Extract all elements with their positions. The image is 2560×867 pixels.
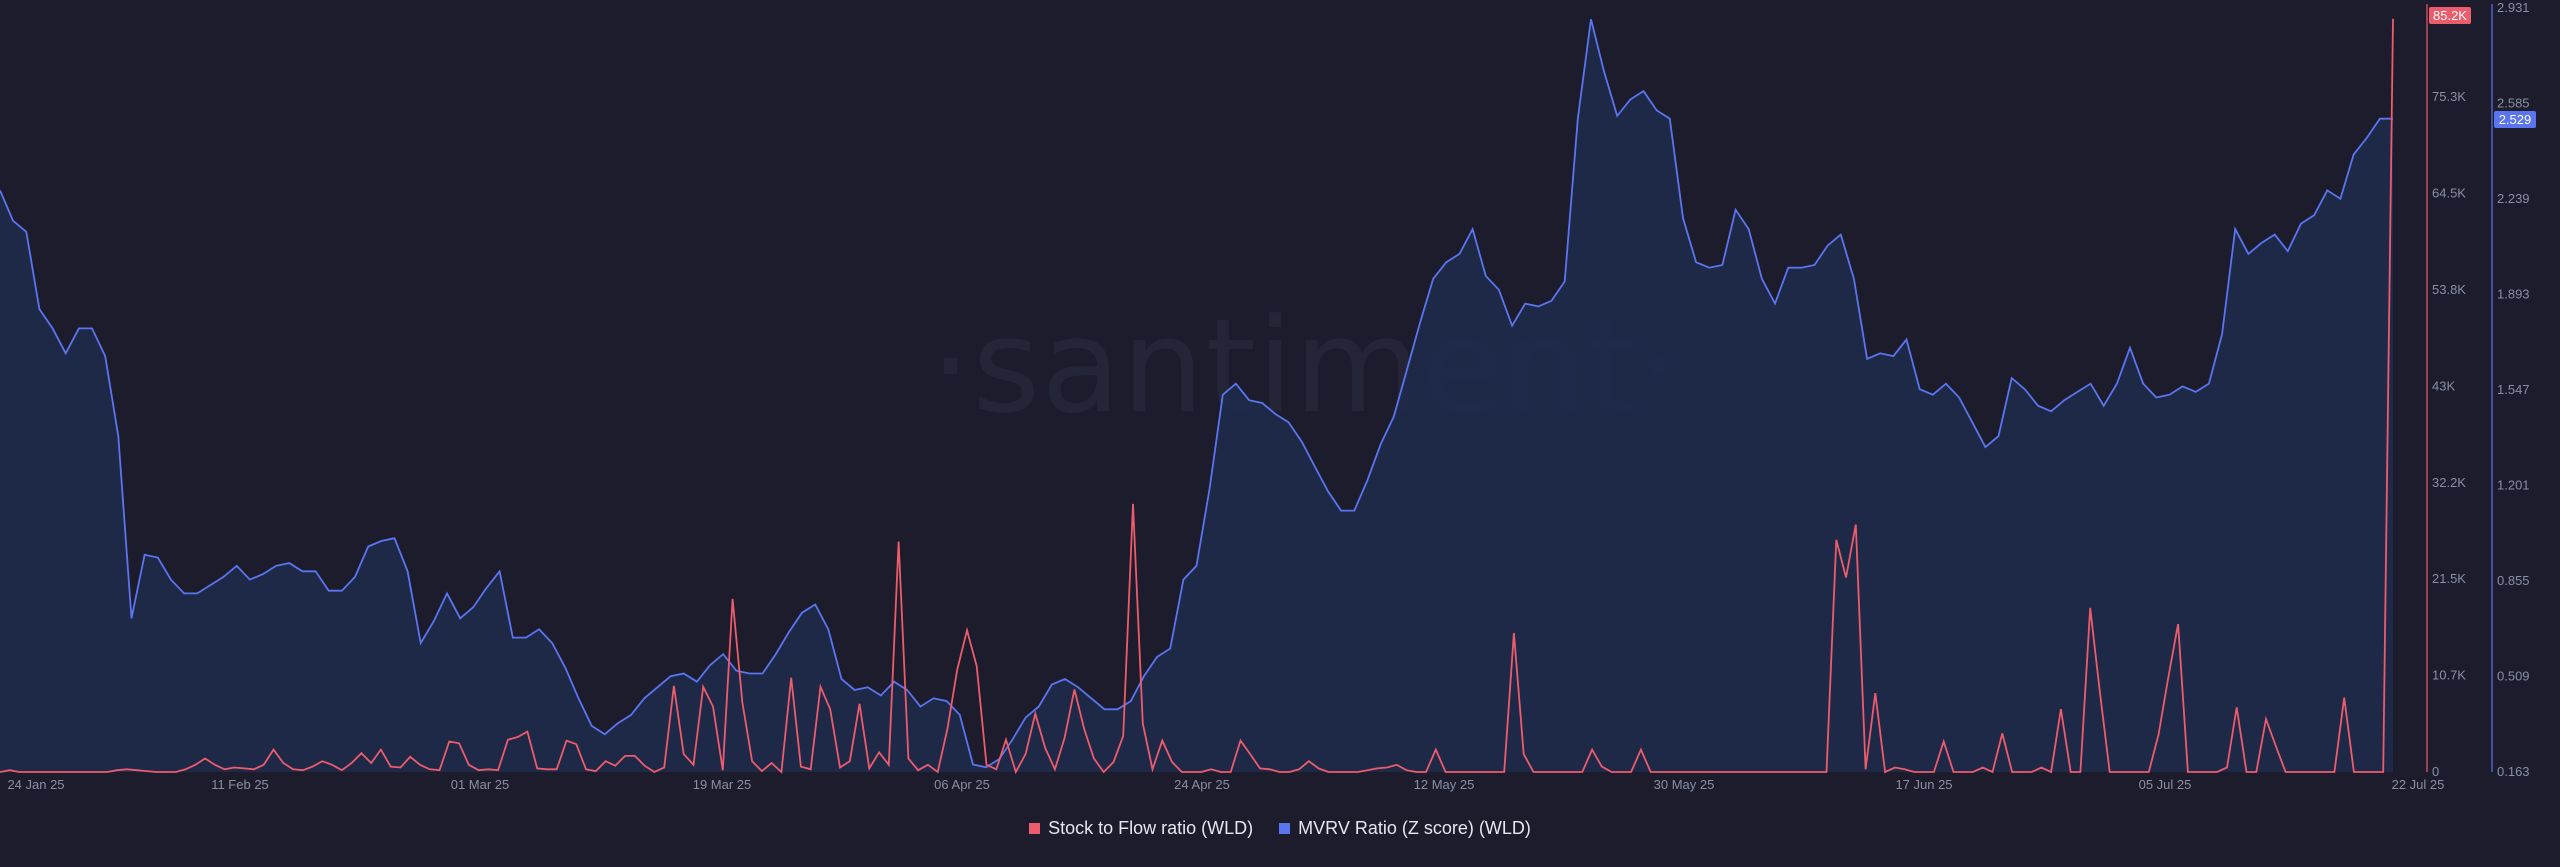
legend-item-sfr[interactable]: Stock to Flow ratio (WLD)	[1029, 818, 1253, 839]
x-tick-label: 19 Mar 25	[693, 777, 752, 792]
sfr-line	[0, 18, 2394, 775]
x-tick-label: 30 May 25	[1654, 777, 1715, 792]
legend-label-sfr: Stock to Flow ratio (WLD)	[1048, 818, 1254, 838]
mvrv-area	[0, 19, 2393, 773]
sfr-tick-label: 43K	[2432, 378, 2455, 393]
x-tick-label: 22 Jul 25	[2392, 777, 2445, 792]
mvrv-tick-label: 2.931	[2497, 0, 2530, 15]
x-tick-label: 05 Jul 25	[2139, 777, 2192, 792]
x-tick-label: 24 Jan 25	[7, 777, 64, 792]
mvrv-tick-label: 0.163	[2497, 764, 2530, 779]
sfr-tick-label: 53.8K	[2432, 282, 2466, 297]
sfr-tick-label: 64.5K	[2432, 186, 2466, 201]
x-tick-label: 06 Apr 25	[934, 777, 990, 792]
sfr-tick-label: 10.7K	[2432, 668, 2466, 683]
legend-item-mvrv[interactable]: MVRV Ratio (Z score) (WLD)	[1279, 818, 1531, 839]
mvrv-tick-label: 1.893	[2497, 287, 2530, 302]
sfr-tick-label: 75.3K	[2432, 89, 2466, 104]
legend-swatch-sfr	[1029, 823, 1041, 834]
mvrv-tick-label: 0.509	[2497, 669, 2530, 684]
mvrv-tick-label: 2.585	[2497, 96, 2530, 111]
x-tick-label: 17 Jun 25	[1895, 777, 1952, 792]
mvrv-tick-label: 2.239	[2497, 191, 2530, 206]
mvrv-last-value-badge-bg	[2494, 110, 2536, 128]
chart-legend: Stock to Flow ratio (WLD) MVRV Ratio (Z …	[0, 818, 2560, 839]
mvrv-last-value-badge: 2.529	[2499, 112, 2532, 127]
sfr-last-value-badge: 85.2K	[2433, 8, 2467, 23]
x-tick-label: 11 Feb 25	[211, 777, 269, 792]
x-tick-label: 24 Apr 25	[1174, 777, 1230, 792]
legend-swatch-mvrv	[1279, 823, 1291, 834]
sfr-tick-label: 21.5K	[2432, 571, 2466, 586]
legend-label-mvrv: MVRV Ratio (Z score) (WLD)	[1298, 818, 1531, 838]
sfr-tick-label: 0	[2432, 764, 2439, 779]
x-tick-label: 01 Mar 25	[451, 777, 510, 792]
mvrv-tick-label: 1.201	[2497, 478, 2530, 493]
sfr-last-value-badge-bg	[2429, 7, 2471, 24]
mvrv-tick-label: 0.855	[2497, 573, 2530, 588]
mvrv-tick-label: 1.547	[2497, 382, 2530, 397]
mvrv-line	[0, 19, 2393, 769]
sfr-tick-label: 32.2K	[2432, 475, 2466, 490]
x-tick-label: 12 May 25	[1414, 777, 1475, 792]
